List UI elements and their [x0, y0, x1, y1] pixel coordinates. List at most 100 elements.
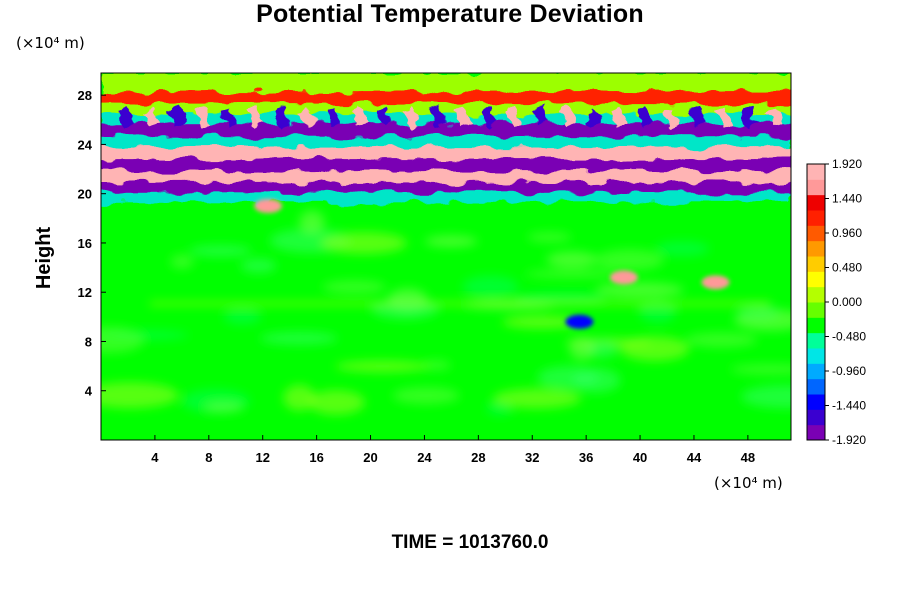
y-axis-unit: (×10⁴ m) — [16, 34, 85, 52]
wave-filament — [506, 106, 524, 128]
colorbar-segment — [807, 332, 825, 349]
colorbar: 1.920 1.440 0.960 0.480 0.000 -0.480 -0.960 -1.… — [806, 157, 866, 447]
field-variation — [240, 258, 277, 274]
y-tick-label: 12 — [78, 285, 92, 300]
field-variation — [308, 390, 365, 415]
x-tick-label: 16 — [309, 450, 323, 465]
wave-filament — [454, 106, 472, 128]
x-tick-label: 8 — [205, 450, 212, 465]
field-variation — [513, 291, 607, 304]
colorbar-segment — [807, 409, 825, 426]
x-tick-label: 40 — [633, 450, 647, 465]
wave-filament — [480, 106, 498, 128]
field-anomalies — [254, 199, 730, 329]
colorbar-label: 0.480 — [832, 261, 862, 275]
colorbar-segment — [807, 194, 825, 211]
field-variation — [537, 365, 600, 390]
colorbar-segment — [807, 317, 825, 334]
colorbar-segment — [807, 286, 825, 303]
x-tick-label: 48 — [741, 450, 755, 465]
wave-filament — [532, 106, 550, 128]
contour-band — [101, 147, 791, 160]
field-variation — [595, 282, 684, 298]
wave-filament — [766, 106, 784, 128]
colorbar-segment — [807, 424, 825, 441]
field-variation — [655, 241, 710, 257]
y-tick-label: 4 — [85, 384, 93, 399]
y-tick-label: 8 — [85, 334, 92, 349]
field-variation — [322, 280, 386, 294]
field-variation — [421, 360, 451, 370]
wave-filament — [688, 106, 706, 128]
field-variation — [741, 384, 791, 409]
colorbar-segment — [807, 394, 825, 410]
field-variation — [320, 232, 407, 254]
field-variation — [101, 382, 179, 409]
colorbar-label: -0.480 — [832, 330, 866, 344]
field-streak — [150, 302, 770, 306]
wave-filament — [298, 106, 316, 128]
field-variation — [569, 337, 596, 361]
plot-frame — [100, 72, 792, 441]
x-tick-label: 32 — [525, 450, 539, 465]
field-variation — [685, 332, 758, 348]
y-tick-label: 28 — [78, 88, 92, 103]
field-variation — [639, 299, 677, 323]
field-variation — [170, 254, 194, 269]
colorbar-segment — [807, 225, 825, 242]
field-variation — [502, 315, 582, 329]
field-variation — [734, 309, 791, 331]
field-variation — [101, 326, 145, 354]
colorbar-segment — [807, 256, 825, 272]
colorbar-label: 1.440 — [832, 192, 862, 206]
colorbar-segment — [807, 210, 825, 226]
y-axis-label: Height — [33, 227, 55, 290]
y-tick-label: 16 — [78, 236, 92, 251]
field-variation — [546, 251, 598, 268]
x-tick-label: 44 — [687, 450, 702, 465]
wave-filament — [220, 106, 238, 128]
colorbar-segment — [807, 271, 825, 288]
wave-filament — [714, 106, 732, 128]
y-tick-label: 20 — [78, 187, 92, 202]
colorbar-segment — [807, 164, 825, 180]
time-label: TIME = 1013760.0 — [391, 532, 549, 553]
wave-filament — [610, 106, 628, 128]
anomaly-patch — [609, 270, 638, 285]
colorbar-label: 1.920 — [832, 157, 862, 171]
x-tick-label: 4 — [151, 450, 159, 465]
wave-filament — [636, 106, 654, 128]
colorbar-segment — [807, 302, 825, 318]
wave-filament — [324, 106, 342, 128]
colorbar-segment — [807, 363, 825, 380]
y-axis-ticks: 4 8 12 16 20 24 28 — [78, 88, 106, 399]
field-bands — [101, 73, 791, 203]
anomaly-patch — [701, 275, 730, 290]
wave-filament — [402, 106, 420, 128]
anomaly-patch — [565, 314, 594, 329]
contour-band — [101, 123, 791, 137]
field-variation — [204, 402, 244, 413]
wave-filament — [272, 106, 290, 128]
wave-filament — [558, 106, 576, 128]
x-tick-label: 12 — [255, 450, 269, 465]
colorbar-segment — [807, 378, 825, 395]
colorbar-segment — [807, 179, 825, 196]
colorbar-segment — [807, 240, 825, 257]
field-variation — [595, 249, 664, 271]
x-tick-label: 24 — [417, 450, 432, 465]
contour-band — [101, 170, 791, 183]
field-variation — [392, 387, 460, 405]
y-tick-label: 24 — [78, 137, 93, 152]
field-variation — [371, 298, 439, 320]
field-variation — [283, 384, 316, 411]
x-tick-label: 36 — [579, 450, 593, 465]
field-soft-variations — [101, 210, 791, 416]
field-variation — [335, 360, 430, 373]
field-variation — [223, 308, 262, 325]
anomaly-patch — [254, 199, 283, 214]
wave-filament — [740, 106, 758, 128]
wave-filament — [194, 106, 212, 128]
colorbar-label: 0.960 — [832, 226, 862, 240]
heatmap-field — [101, 73, 791, 440]
